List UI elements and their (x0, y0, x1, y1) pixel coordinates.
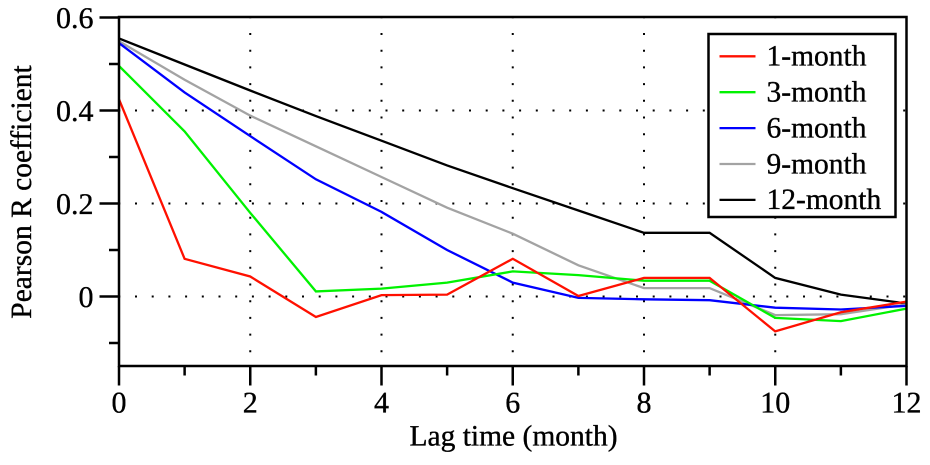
svg-text:0: 0 (79, 281, 94, 314)
svg-text:4: 4 (374, 386, 389, 419)
svg-text:12-month: 12-month (767, 184, 882, 216)
svg-text:0.4: 0.4 (56, 95, 94, 128)
svg-text:6-month: 6-month (767, 112, 867, 144)
svg-text:6: 6 (505, 386, 520, 419)
svg-text:0.2: 0.2 (56, 188, 94, 221)
svg-text:8: 8 (637, 386, 652, 419)
svg-text:10: 10 (760, 386, 790, 419)
svg-text:12: 12 (892, 386, 922, 419)
svg-text:2: 2 (243, 386, 258, 419)
svg-text:9-month: 9-month (767, 148, 867, 180)
svg-text:Pearson R coefficient: Pearson R coefficient (6, 64, 38, 318)
svg-text:3-month: 3-month (767, 77, 867, 109)
svg-text:0: 0 (112, 386, 127, 419)
svg-text:0.6: 0.6 (56, 2, 94, 35)
svg-text:Lag time (month): Lag time (month) (409, 421, 617, 453)
svg-text:1-month: 1-month (767, 41, 867, 73)
